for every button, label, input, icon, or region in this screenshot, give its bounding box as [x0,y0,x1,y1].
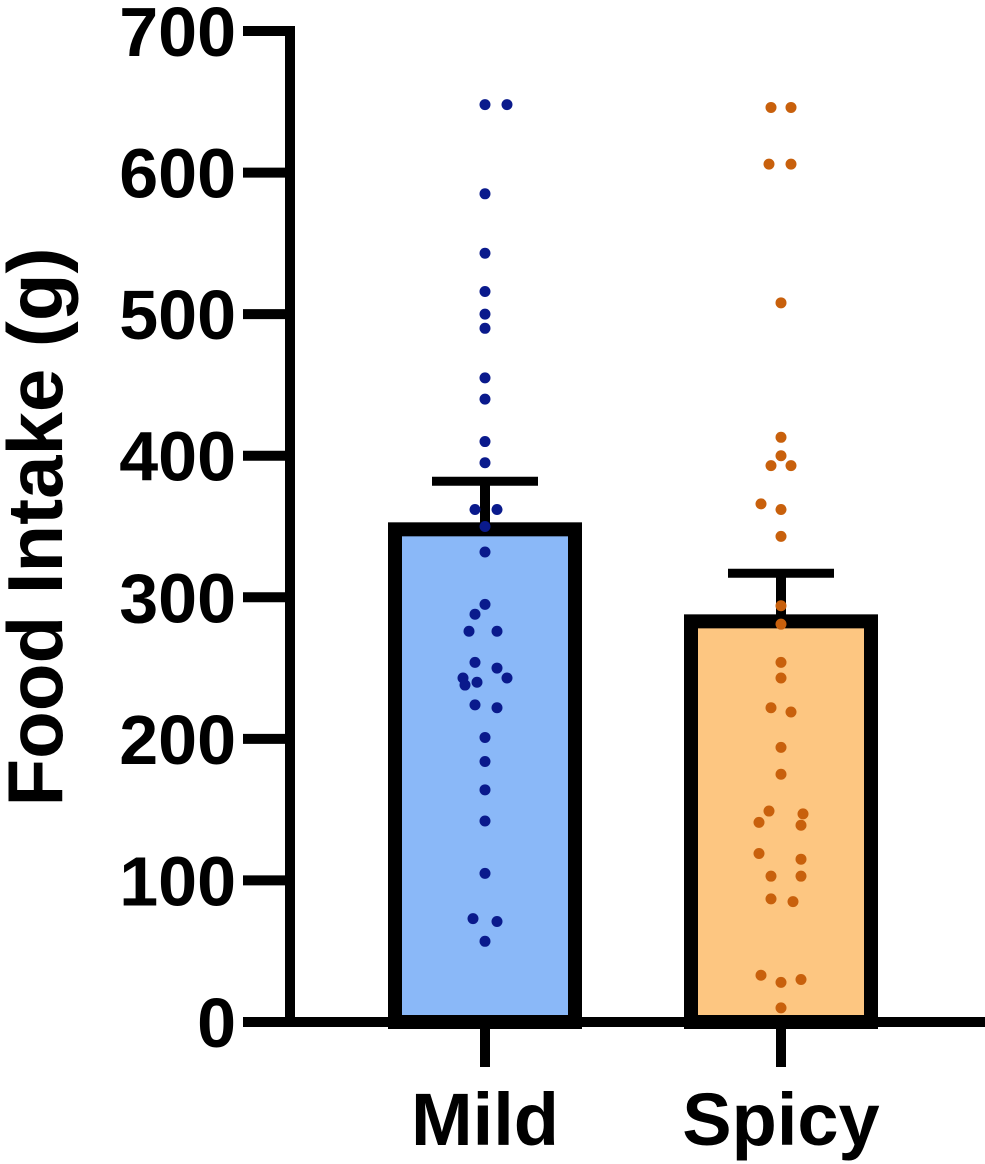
data-point [785,101,797,113]
data-point [775,450,787,462]
x-axis-ticks: Mild Spicy [411,1022,880,1161]
x-tick-label-spicy: Spicy [682,1078,879,1161]
y-tick-label: 400 [119,418,236,496]
data-point [467,913,479,925]
data-point [775,656,787,668]
data-point [471,676,483,688]
data-point [775,530,787,542]
data-point [775,600,787,612]
data-point [775,431,787,443]
y-tick-label: 0 [197,984,236,1062]
bars [388,522,878,1029]
data-point [753,816,765,828]
data-point [491,662,503,674]
data-point [479,99,491,111]
data-point [795,870,807,882]
data-point [775,297,787,309]
data-point [501,672,513,684]
data-point [479,731,491,743]
data-point [463,625,475,637]
data-point [785,706,797,718]
data-point [765,702,777,714]
data-point [469,608,481,620]
data-point [765,893,777,905]
data-point [775,1002,787,1014]
data-point [491,702,503,714]
data-point [491,915,503,927]
x-tick-label-mild: Mild [411,1078,559,1161]
data-point [469,699,481,711]
data-point [765,460,777,472]
data-point [479,247,491,259]
y-axis-ticks: 0 100 200 300 400 500 600 700 [119,0,290,1062]
data-point [459,679,471,691]
data-point [491,625,503,637]
data-point [785,460,797,472]
data-point [479,457,491,469]
data-point [469,656,481,668]
y-tick-label: 100 [119,842,236,920]
data-point [479,322,491,334]
data-point [479,285,491,297]
error-bars [432,476,834,622]
data-point [765,870,777,882]
data-point [775,504,787,516]
data-point [787,896,799,908]
data-point [795,974,807,986]
data-point [763,158,775,170]
data-point [797,808,809,820]
data-point [479,436,491,448]
data-point [763,805,775,817]
data-point [501,99,513,111]
y-tick-label: 700 [119,0,236,71]
data-point [479,372,491,384]
data-point [775,618,787,630]
data-point [765,101,777,113]
data-point [775,741,787,753]
data-point [479,935,491,947]
data-point [775,768,787,780]
data-point [479,393,491,405]
data-points [457,99,809,1014]
data-point [491,504,503,516]
data-point [479,867,491,879]
data-point [479,756,491,768]
data-point [775,672,787,684]
y-tick-label: 300 [119,559,236,637]
data-point [479,546,491,558]
data-point [479,521,491,532]
data-point [479,308,491,320]
data-point [795,853,807,865]
data-point [469,504,481,516]
y-axis-title: Food Intake (g) [0,248,79,807]
data-point [755,969,767,981]
data-point [795,819,807,831]
data-point [755,498,767,510]
data-point [785,158,797,170]
y-tick-label: 600 [119,135,236,213]
data-point [775,976,787,988]
data-point [753,848,765,860]
data-point [479,784,491,796]
y-tick-label: 200 [119,701,236,779]
data-point [479,598,491,610]
data-point [479,815,491,827]
y-tick-label: 500 [119,276,236,354]
axes [243,26,985,1027]
data-point [479,188,491,200]
